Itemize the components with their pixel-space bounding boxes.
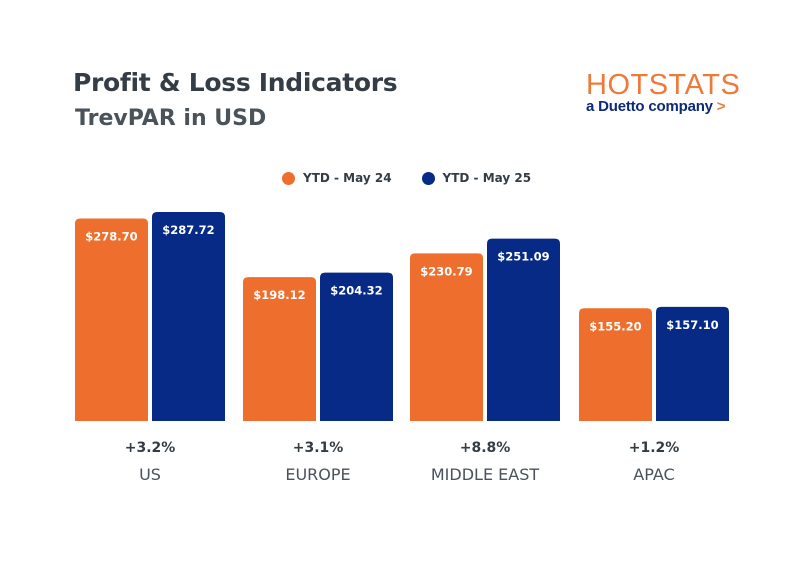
category-label-europe: EUROPE <box>285 465 350 484</box>
bar-apac-series-0 <box>579 308 652 421</box>
bar-value-label: $198.12 <box>253 288 305 302</box>
bar-value-label: $204.32 <box>330 284 382 298</box>
chart-title: Profit & Loss Indicators <box>73 68 398 97</box>
legend-label: YTD - May 25 <box>442 171 532 185</box>
change-percent-label: +3.2% <box>125 440 176 456</box>
category-label-middle-east: MIDDLE EAST <box>431 465 539 484</box>
bar-value-label: $251.09 <box>497 250 549 264</box>
legend-item-ytd-may-24: YTD - May 24 <box>282 171 392 185</box>
bar-value-label: $230.79 <box>420 264 472 278</box>
legend-swatch-icon <box>421 171 435 185</box>
bar-europe-series-1 <box>320 272 393 421</box>
bar-value-label: $287.72 <box>162 223 214 237</box>
change-percent-label: +1.2% <box>629 440 680 456</box>
logo-tagline: a Duetto company > <box>586 98 746 115</box>
category-label-us: US <box>139 465 161 484</box>
legend-swatch-icon <box>282 171 295 185</box>
logo-brand: HOTSTATS <box>586 69 741 101</box>
legend-item-ytd-may-25: YTD - May 25 <box>421 171 532 185</box>
bar-middle-east-series-1 <box>487 238 560 421</box>
bar-middle-east-series-0 <box>410 253 483 421</box>
change-percent-label: +8.8% <box>460 440 511 456</box>
logo-tagline-text: a Duetto company <box>586 98 713 115</box>
bar-value-label: $157.10 <box>666 318 718 332</box>
hotstats-logo: HOTSTATS a Duetto company > <box>586 70 746 115</box>
bar-value-label: $155.20 <box>589 319 641 333</box>
bar-us-series-0 <box>75 218 148 421</box>
bar-europe-series-0 <box>243 277 316 421</box>
chevron-right-icon: > <box>716 98 726 115</box>
legend-label: YTD - May 24 <box>303 171 392 185</box>
chart-subtitle: TrevPAR in USD <box>75 106 267 131</box>
category-label-apac: APAC <box>633 465 674 484</box>
bar-value-label: $278.70 <box>85 230 137 244</box>
chart-legend: YTD - May 24 YTD - May 25 <box>282 171 531 185</box>
bar-us-series-1 <box>152 212 225 421</box>
bar-apac-series-1 <box>656 306 729 421</box>
change-percent-label: +3.1% <box>293 440 344 456</box>
